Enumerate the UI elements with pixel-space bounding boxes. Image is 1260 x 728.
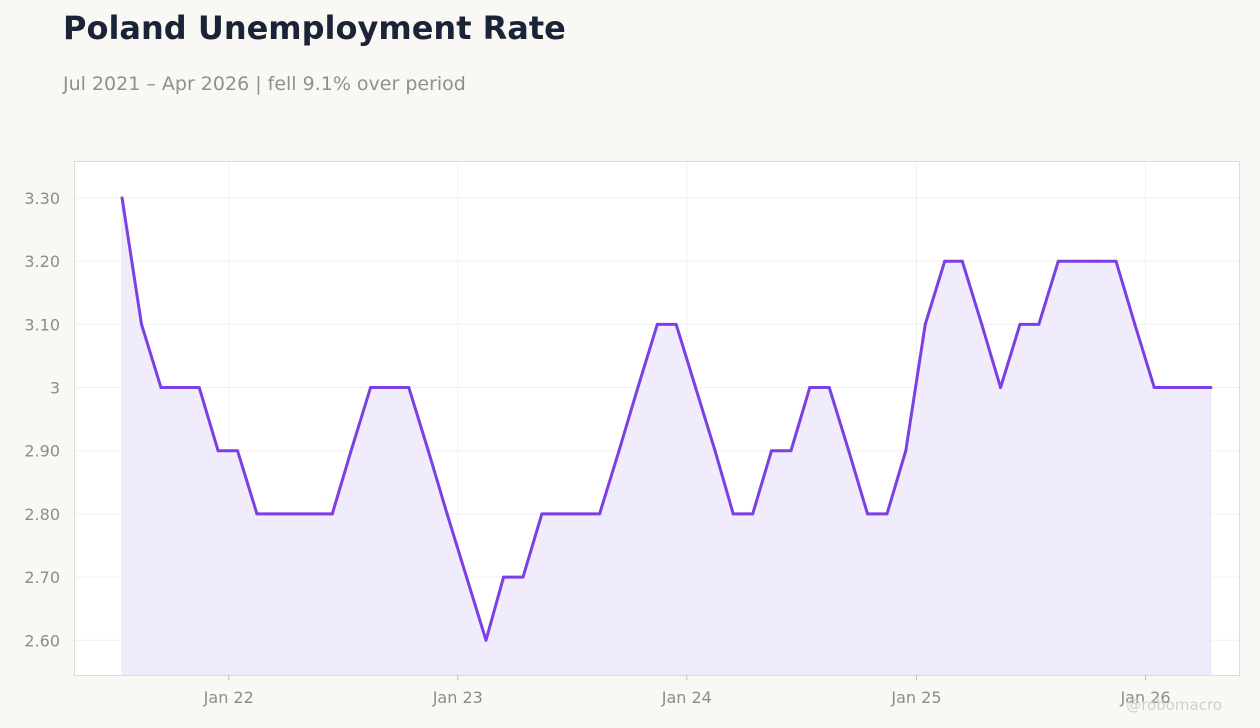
x-tick-label: Jan 23 — [432, 688, 483, 707]
data-point — [674, 322, 678, 326]
data-point — [559, 512, 563, 516]
data-point — [1076, 259, 1080, 263]
data-point — [521, 575, 525, 579]
data-point — [980, 322, 984, 326]
y-tick-label: 2.90 — [24, 442, 60, 461]
y-tick-label: 3.20 — [24, 252, 60, 271]
data-point — [1056, 259, 1060, 263]
x-tick-label: Jan 25 — [890, 688, 941, 707]
data-point — [904, 449, 908, 453]
data-point — [655, 322, 659, 326]
x-axis: Jan 22 Jan 23 Jan 24 Jan 25 Jan 26 — [203, 675, 1171, 707]
data-point — [694, 386, 698, 390]
data-point — [388, 386, 392, 390]
data-point — [1209, 386, 1213, 390]
data-point — [1037, 322, 1041, 326]
data-point — [885, 512, 889, 516]
x-tick-label: Jan 24 — [661, 688, 712, 707]
data-point — [178, 386, 182, 390]
line-layer — [120, 196, 1213, 642]
data-point — [751, 512, 755, 516]
data-point — [617, 449, 621, 453]
data-point — [713, 449, 717, 453]
data-point — [197, 386, 201, 390]
data-point — [770, 449, 774, 453]
data-point — [484, 638, 488, 642]
data-point — [273, 512, 277, 516]
data-point — [426, 449, 430, 453]
data-point — [1133, 322, 1137, 326]
y-tick-label: 2.80 — [24, 505, 60, 524]
data-point — [598, 512, 602, 516]
data-point — [292, 512, 296, 516]
data-point — [808, 386, 812, 390]
data-point — [1172, 386, 1176, 390]
data-point — [789, 449, 793, 453]
y-tick-label: 3.10 — [24, 315, 60, 334]
data-point — [120, 196, 124, 200]
data-point — [311, 512, 315, 516]
data-point — [847, 449, 851, 453]
series-line — [120, 196, 1213, 642]
data-point — [330, 512, 334, 516]
data-point — [1152, 386, 1156, 390]
x-tick-label: Jan 22 — [203, 688, 254, 707]
chart-title: Poland Unemployment Rate — [63, 9, 566, 47]
y-tick-label: 2.60 — [24, 631, 60, 650]
data-point — [866, 512, 870, 516]
data-point — [731, 512, 735, 516]
chart-subtitle: Jul 2021 – Apr 2026 | fell 9.1% over per… — [63, 73, 466, 95]
x-tick-label: Jan 26 — [1119, 688, 1170, 707]
data-point — [255, 512, 259, 516]
data-point — [1095, 259, 1099, 263]
y-tick-label: 3 — [50, 379, 60, 398]
data-point — [502, 575, 506, 579]
data-point — [1018, 322, 1022, 326]
data-point — [349, 449, 353, 453]
data-point — [159, 386, 163, 390]
data-point — [369, 386, 373, 390]
data-point — [1189, 386, 1193, 390]
data-point — [445, 512, 449, 516]
data-point — [636, 386, 640, 390]
data-point — [540, 512, 544, 516]
data-point — [216, 449, 220, 453]
data-point — [236, 449, 240, 453]
data-point — [407, 386, 411, 390]
y-axis: 2.60 2.70 2.80 2.90 3 3.10 3.20 3.30 — [24, 189, 60, 650]
data-point — [999, 386, 1003, 390]
y-tick-label: 2.70 — [24, 568, 60, 587]
points-layer — [120, 196, 1213, 642]
data-point — [465, 575, 469, 579]
data-point — [943, 259, 947, 263]
data-point — [1114, 259, 1118, 263]
data-point — [578, 512, 582, 516]
data-point — [827, 386, 831, 390]
data-point — [140, 322, 144, 326]
data-point — [960, 259, 964, 263]
data-point — [923, 322, 927, 326]
y-tick-label: 3.30 — [24, 189, 60, 208]
watermark: @robomacro — [1126, 696, 1222, 714]
